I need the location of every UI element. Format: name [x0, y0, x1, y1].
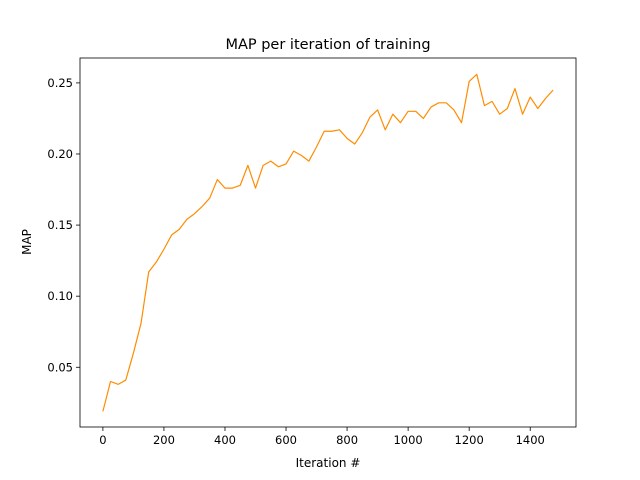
x-tick-label: 1000: [393, 433, 422, 447]
y-tick-label: 0.25: [47, 76, 73, 90]
y-tick-label: 0.05: [47, 360, 73, 374]
x-tick-label: 1200: [455, 433, 484, 447]
chart-title: MAP per iteration of training: [225, 37, 430, 53]
x-tick-label: 600: [275, 433, 297, 447]
x-tick-label: 200: [153, 433, 175, 447]
y-tick-label: 0.20: [47, 147, 73, 161]
series-line: [102, 73, 554, 412]
x-tick-label: 1400: [516, 433, 545, 447]
y-tick-label: 0.10: [47, 289, 73, 303]
plot-area: [102, 73, 554, 412]
x-tick-label: 400: [214, 433, 236, 447]
x-axis-ticks: 0 200 400 600 800 1000 1200 1400: [99, 427, 545, 447]
x-tick-label: 0: [99, 433, 106, 447]
y-axis-ticks: 0.05 0.10 0.15 0.20 0.25: [47, 76, 80, 374]
x-axis-label: Iteration #: [296, 456, 361, 470]
axes-frame: [79, 57, 577, 428]
y-axis-label: MAP: [20, 229, 34, 255]
y-tick-label: 0.15: [47, 218, 73, 232]
x-tick-label: 800: [336, 433, 358, 447]
